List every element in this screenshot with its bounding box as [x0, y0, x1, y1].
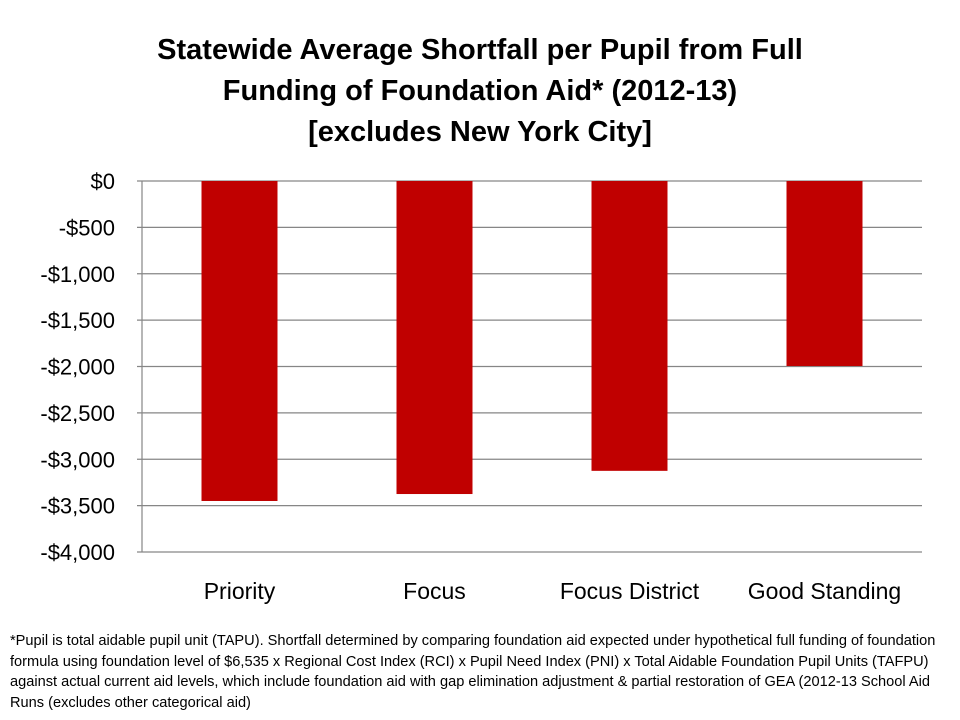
bar	[591, 181, 668, 471]
bar-chart: $0 -$500 -$1,000 -$1,500 -$2,000 -$2,500 -$3,0…	[40, 169, 922, 604]
footnote: *Pupil is total aidable pupil unit (TAPU…	[10, 633, 936, 711]
y-tick-label: -$3,500	[40, 494, 115, 519]
x-tick-label: Focus District	[560, 578, 700, 604]
x-tick-label: Priority	[204, 578, 276, 604]
chart-title-line: Funding of Foundation Aid* (2012-13)	[222, 75, 738, 107]
y-tick-label: -$2,000	[40, 355, 115, 380]
chart-title-line: [excludes New York City]	[308, 116, 652, 148]
bar	[786, 181, 863, 367]
y-tick-label: -$1,500	[40, 308, 115, 333]
y-tick-label: -$4,000	[40, 540, 115, 565]
chart-title: Statewide Average Shortfall per Pupil fr…	[80, 30, 880, 153]
x-tick-label: Focus	[403, 578, 466, 604]
y-tick-label: -$500	[59, 215, 115, 240]
y-tick-label: $0	[91, 169, 115, 194]
chart-title-line: Statewide Average Shortfall per Pupil fr…	[157, 34, 803, 66]
y-tick-label: -$3,000	[40, 447, 115, 472]
bar	[396, 181, 473, 495]
x-tick-label: Good Standing	[748, 578, 901, 604]
y-tick-label: -$1,000	[40, 262, 115, 287]
bar	[201, 181, 278, 501]
y-tick-label: -$2,500	[40, 401, 115, 426]
